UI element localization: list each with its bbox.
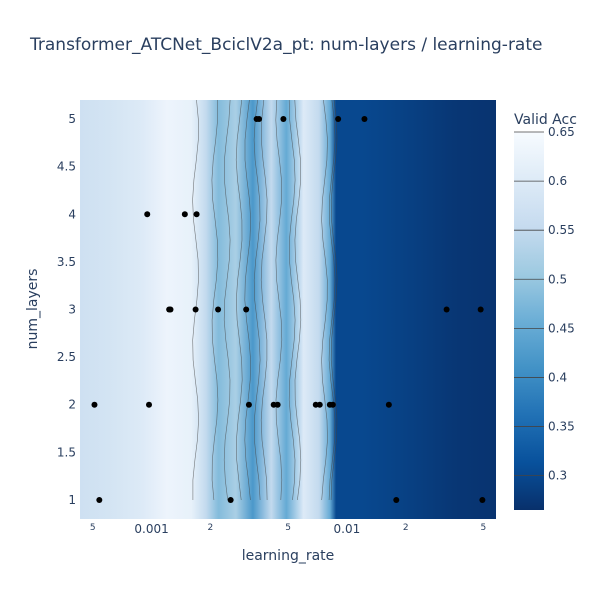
- colorbar: Valid Acc 0.3 0.35 0.4 0.45 0.5 0.55 0.6 0.65: [514, 112, 577, 510]
- contour-line: [235, 100, 243, 501]
- trial-point: [193, 211, 200, 218]
- contour-line: [244, 100, 252, 501]
- contour-line: [288, 100, 296, 501]
- trial-point: [385, 401, 392, 408]
- x-axis-title: learning_rate: [242, 548, 335, 564]
- trial-point: [144, 211, 151, 218]
- x-tick-label: 2: [403, 523, 409, 533]
- y-axis-ticks: 1 1.5 2 2.5 3 3.5 4 4.5 5: [57, 112, 76, 507]
- trial-points: [91, 116, 486, 503]
- trial-point: [361, 116, 368, 123]
- colorbar-scale: [514, 132, 544, 510]
- x-tick-label: 5: [285, 523, 291, 533]
- y-tick-label: 4: [68, 207, 76, 221]
- x-axis-ticks: 5 0.001 2 5 0.01 2 5: [90, 522, 486, 536]
- x-tick-label: 5: [481, 523, 487, 533]
- colorbar-tick-label: 0.45: [548, 321, 575, 335]
- colorbar-tick-label: 0.65: [548, 125, 575, 139]
- colorbar-tick-label: 0.55: [548, 223, 575, 237]
- trial-point: [192, 306, 199, 313]
- colorbar-tick-label: 0.5: [548, 272, 567, 286]
- contour-line: [321, 100, 328, 501]
- y-tick-label: 2.5: [57, 350, 76, 364]
- trial-point: [280, 116, 287, 123]
- y-tick-label: 3: [68, 303, 76, 317]
- y-tick-label: 5: [68, 112, 76, 126]
- contour-line: [330, 100, 338, 501]
- trial-point: [256, 116, 263, 123]
- y-tick-label: 1.5: [57, 445, 76, 459]
- contour-line: [253, 100, 261, 501]
- trial-point: [146, 401, 153, 408]
- y-tick-label: 4.5: [57, 160, 76, 174]
- trial-point: [329, 401, 336, 408]
- x-tick-label: 5: [90, 523, 96, 533]
- trial-point: [393, 496, 400, 503]
- colorbar-tick-label: 0.35: [548, 420, 575, 434]
- contour-line: [260, 100, 268, 501]
- trial-point: [181, 211, 188, 218]
- trial-point: [91, 401, 98, 408]
- plot-area: [80, 100, 496, 519]
- y-tick-label: 2: [68, 398, 76, 412]
- contour-lines: [192, 100, 338, 501]
- x-tick-label: 0.001: [134, 522, 168, 536]
- trial-point: [274, 401, 281, 408]
- trial-point: [167, 306, 174, 313]
- colorbar-tick-label: 0.4: [548, 370, 567, 384]
- contour-line: [192, 100, 199, 500]
- colorbar-ticks: 0.3 0.35 0.4 0.45 0.5 0.55 0.6 0.65: [514, 125, 575, 483]
- trial-point: [479, 496, 486, 503]
- trial-point: [245, 401, 252, 408]
- colorbar-title: Valid Acc: [514, 112, 577, 128]
- chart-title: Transformer_ATCNet_BciclV2a_pt: num-laye…: [29, 35, 542, 55]
- trial-point: [96, 496, 103, 503]
- contour-line: [223, 100, 231, 501]
- contour-line: [275, 100, 283, 501]
- trial-point: [477, 306, 484, 313]
- trial-point: [227, 496, 234, 503]
- contour-line: [294, 100, 302, 501]
- x-tick-label: 2: [208, 523, 214, 533]
- colorbar-tick-label: 0.3: [548, 469, 567, 483]
- contour-line: [328, 100, 336, 501]
- y-tick-label: 3.5: [57, 255, 76, 269]
- contour-field: [80, 100, 496, 519]
- y-tick-label: 1: [68, 493, 76, 507]
- trial-point: [335, 116, 342, 123]
- trial-point: [443, 306, 450, 313]
- colorbar-tick-label: 0.6: [548, 174, 567, 188]
- trial-point: [215, 306, 222, 313]
- y-axis-title: num_layers: [25, 269, 41, 350]
- x-tick-label: 0.01: [334, 522, 361, 536]
- trial-point: [316, 401, 323, 408]
- contour-line: [211, 100, 219, 501]
- trial-point: [243, 306, 250, 313]
